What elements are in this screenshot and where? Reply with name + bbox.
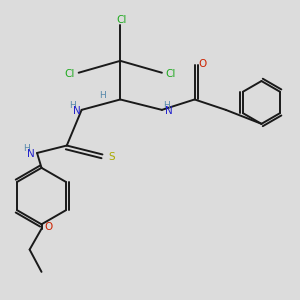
Text: N: N <box>165 106 173 116</box>
Text: O: O <box>45 222 53 232</box>
Text: N: N <box>27 149 35 160</box>
Text: O: O <box>198 59 206 69</box>
Text: Cl: Cl <box>166 69 176 79</box>
Text: Cl: Cl <box>117 15 127 25</box>
Text: H: H <box>163 101 170 110</box>
Text: H: H <box>23 144 30 153</box>
Text: H: H <box>69 101 76 110</box>
Text: Cl: Cl <box>64 69 75 79</box>
Text: H: H <box>99 91 106 100</box>
Text: N: N <box>73 106 81 116</box>
Text: S: S <box>108 152 115 162</box>
